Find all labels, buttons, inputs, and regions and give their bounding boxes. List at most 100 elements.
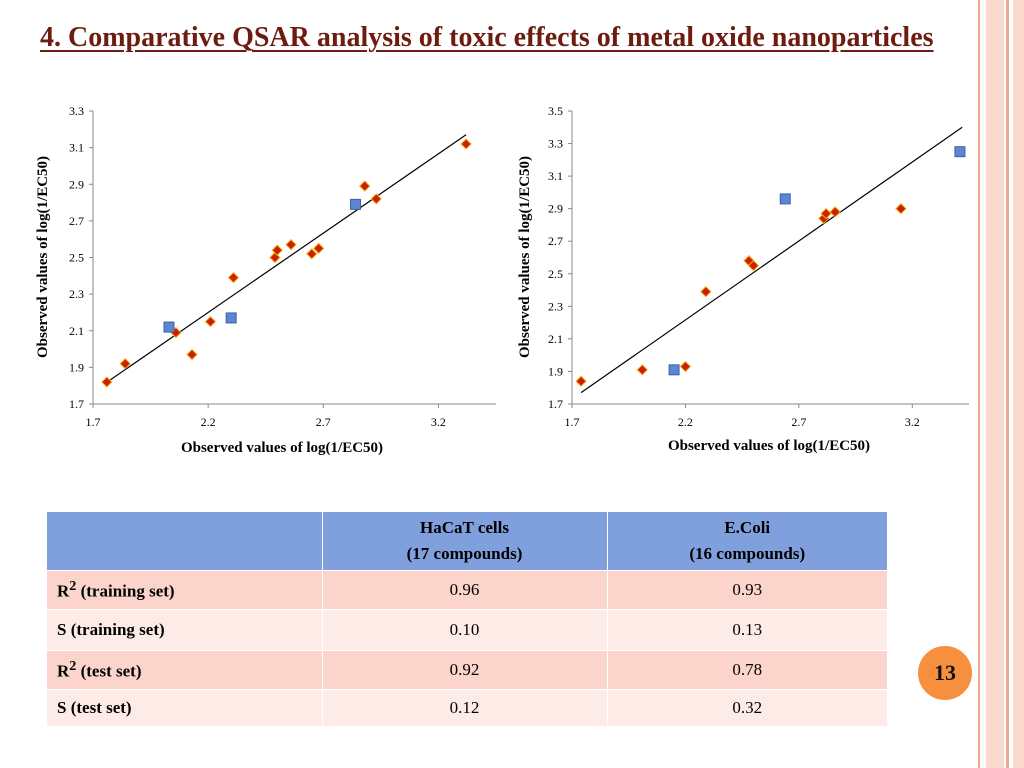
training-point — [636, 364, 649, 376]
y-tick-label: 1.9 — [69, 360, 84, 374]
table-header-row: HaCaT cells (17 compounds) E.Coli (16 co… — [47, 512, 887, 571]
row-label: S (training set) — [47, 609, 323, 651]
table-row: R2 (test set) 0.92 0.78 — [47, 650, 887, 690]
x-axis-title: Observed values of log(1/EC50) — [181, 440, 383, 456]
training-point — [312, 242, 325, 255]
y-tick-label: 2.3 — [548, 299, 563, 313]
regression-line-group — [580, 126, 963, 394]
training-point — [679, 360, 692, 373]
training-point — [829, 206, 841, 218]
statistics-table: HaCaT cells (17 compounds) E.Coli (16 co… — [47, 512, 887, 726]
x-tick-label: 2.7 — [791, 415, 806, 429]
row-label: R2 (test set) — [47, 650, 323, 690]
y-tick-label: 2.9 — [548, 202, 563, 216]
row-label-superscript: 2 — [69, 578, 77, 595]
y-tick-label: 2.7 — [548, 234, 563, 248]
training-point — [820, 207, 832, 220]
table-row: R2 (training set) 0.96 0.93 — [47, 570, 887, 610]
data-points — [101, 138, 472, 388]
cell-hacat: 0.10 — [322, 609, 608, 651]
training-point — [895, 202, 907, 215]
y-tick-label: 2.7 — [69, 214, 84, 228]
decorative-stripe — [1013, 0, 1024, 768]
row-label-rest: (test set) — [76, 661, 142, 681]
x-tick-label: 2.2 — [201, 415, 216, 429]
page-number-badge: 13 — [918, 646, 972, 700]
training-point — [359, 180, 371, 192]
y-tick-label: 2.1 — [69, 324, 84, 338]
header-hacat: HaCaT cells (17 compounds) — [322, 512, 608, 571]
cell-hacat: 0.96 — [322, 570, 608, 610]
training-point — [460, 138, 472, 150]
test-point — [668, 364, 680, 376]
cell-hacat: 0.92 — [322, 650, 608, 690]
y-tick-label: 3.5 — [548, 104, 563, 118]
row-label-main: R — [57, 661, 70, 681]
header-hacat-name: HaCaT cells — [420, 518, 509, 537]
decorative-stripe — [978, 0, 980, 768]
y-tick-labels: 1.7 1.9 2.1 2.3 2.5 2.7 2.9 3.1 3.3 — [69, 104, 84, 411]
cell-ecoli: 0.93 — [607, 570, 887, 610]
cell-ecoli: 0.78 — [607, 650, 887, 690]
training-point — [227, 271, 240, 284]
header-empty-cell — [47, 512, 323, 571]
test-point — [225, 312, 237, 324]
header-ecoli: E.Coli (16 compounds) — [607, 512, 887, 571]
row-label-main: S (test set) — [57, 698, 132, 717]
row-label: S (test set) — [47, 689, 323, 726]
training-point — [186, 348, 198, 361]
row-label-superscript: 2 — [69, 658, 77, 675]
scatter-chart-ecoli: 1.7 1.9 2.1 2.3 2.5 2.7 2.9 3.1 3.3 3.5 1.7 2.2 2.7… — [517, 104, 969, 454]
header-hacat-count: (17 compounds) — [406, 544, 523, 563]
test-point — [779, 193, 791, 205]
x-axis-title: Observed values of log(1/EC50) — [668, 438, 870, 454]
y-tick-label: 2.9 — [69, 177, 84, 191]
cell-ecoli: 0.13 — [607, 609, 887, 651]
training-point — [575, 375, 587, 387]
y-tick-label: 1.9 — [548, 364, 563, 378]
x-tick-label: 3.2 — [431, 415, 446, 429]
x-tick-label: 3.2 — [905, 415, 920, 429]
y-tick-label: 3.3 — [69, 104, 84, 118]
test-point — [350, 198, 362, 210]
test-point — [954, 146, 966, 158]
training-point — [306, 248, 318, 260]
table-row: S (training set) 0.10 0.13 — [47, 609, 887, 651]
training-point — [101, 376, 113, 388]
y-tick-label: 3.3 — [548, 137, 563, 151]
header-ecoli-name: E.Coli — [724, 518, 771, 537]
decorative-stripe — [1006, 0, 1009, 768]
y-tick-label: 1.7 — [548, 397, 563, 411]
y-tick-label: 1.7 — [69, 397, 84, 411]
y-tick-label: 3.1 — [69, 141, 84, 155]
y-tick-label: 2.5 — [69, 251, 84, 265]
table-row: S (test set) 0.12 0.32 — [47, 689, 887, 726]
row-label-main: S (training set) — [57, 620, 165, 639]
row-label-main: R — [57, 581, 70, 601]
x-tick-labels: 1.7 2.2 2.7 3.2 — [86, 415, 446, 429]
data-points — [575, 146, 966, 387]
y-tick-label: 3.1 — [548, 169, 563, 183]
decorative-stripe — [986, 0, 1004, 768]
x-tick-labels: 1.7 2.2 2.7 3.2 — [565, 415, 920, 429]
row-label-rest: (training set) — [76, 581, 175, 601]
training-point — [285, 238, 297, 251]
x-tick-label: 1.7 — [565, 415, 580, 429]
cell-ecoli: 0.32 — [607, 689, 887, 726]
chart-axes — [568, 110, 969, 408]
header-ecoli-count: (16 compounds) — [689, 544, 806, 563]
training-point — [204, 315, 217, 328]
chart-axes — [89, 110, 496, 408]
training-point — [700, 285, 712, 298]
y-axis-title: Observed values of log(1/EC50) — [35, 156, 51, 358]
regression-line-group — [104, 134, 467, 385]
training-point — [747, 259, 760, 272]
training-point — [370, 193, 382, 205]
regression-line — [580, 126, 963, 394]
y-tick-label: 2.5 — [548, 267, 563, 281]
x-tick-label: 2.7 — [316, 415, 331, 429]
y-axis-title: Observed values of log(1/EC50) — [517, 156, 533, 358]
x-tick-label: 1.7 — [86, 415, 101, 429]
scatter-chart-hacat: 1.7 1.9 2.1 2.3 2.5 2.7 2.9 3.1 3.3 1.7 2.2 2.7 3.2… — [35, 104, 496, 456]
regression-line — [104, 134, 467, 385]
